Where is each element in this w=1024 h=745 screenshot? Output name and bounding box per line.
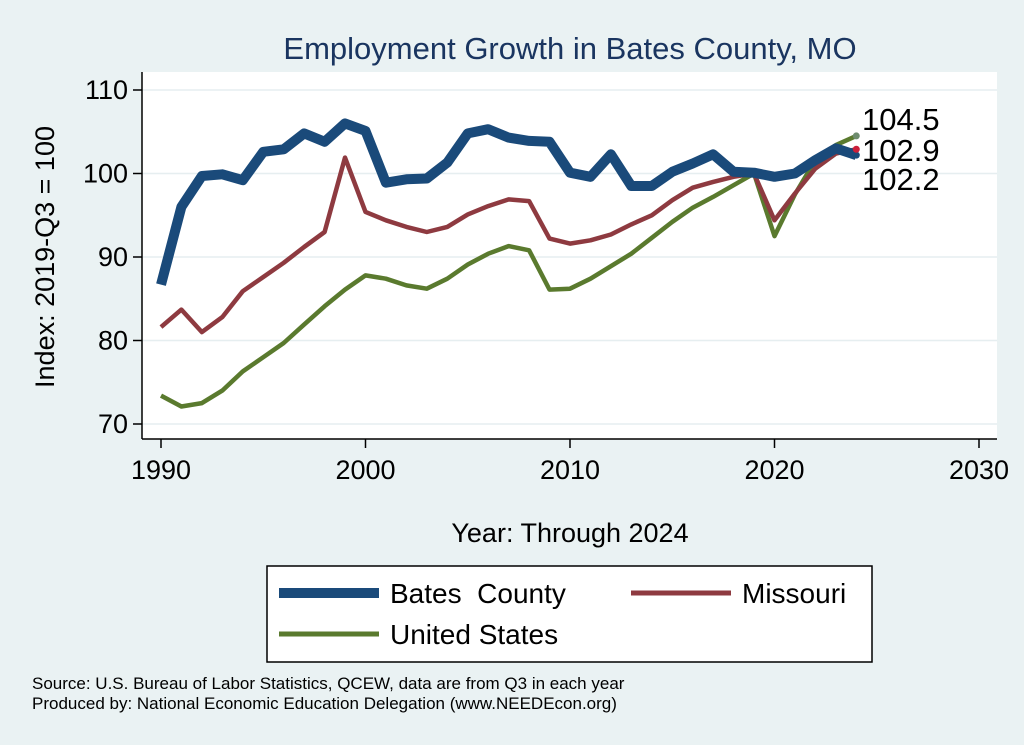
legend-label-bates-county: Bates County xyxy=(390,578,566,609)
end-label-bates-county: 102.2 xyxy=(862,162,940,197)
source-line-2: Produced by: National Economic Education… xyxy=(32,694,617,713)
x-tick-label-2030: 2030 xyxy=(949,455,1009,485)
end-label-united-states: 104.5 xyxy=(862,102,940,137)
y-tick-label-110: 110 xyxy=(85,75,128,105)
legend: Bates County Missouri United States xyxy=(266,565,873,663)
series-end-markers xyxy=(852,132,860,159)
end-marker-missouri xyxy=(852,145,860,153)
end-marker-bates-county xyxy=(852,151,860,159)
series-line-united-states xyxy=(159,133,858,409)
legend-label-united-states: United States xyxy=(390,619,558,650)
series-line-bates-county xyxy=(156,118,858,286)
chart-title: Employment Growth in Bates County, MO xyxy=(283,31,856,66)
y-tick-label-90: 90 xyxy=(98,242,128,272)
source-line-1: Source: U.S. Bureau of Labor Statistics,… xyxy=(32,674,625,693)
y-axis-ticks: 70 80 90 100 110 xyxy=(83,75,142,439)
y-axis-title: Index: 2019-Q3 = 100 xyxy=(30,126,60,388)
end-marker-united-states xyxy=(852,132,860,140)
x-axis-ticks: 1990 2000 2010 2020 2030 xyxy=(131,439,1009,485)
x-tick-label-1990: 1990 xyxy=(131,455,191,485)
x-tick-label-2010: 2010 xyxy=(540,455,600,485)
legend-label-missouri: Missouri xyxy=(742,578,846,609)
y-tick-label-100: 100 xyxy=(83,159,128,189)
end-label-missouri: 102.9 xyxy=(862,133,940,168)
x-tick-label-2000: 2000 xyxy=(335,455,395,485)
y-tick-label-80: 80 xyxy=(98,326,128,356)
series-lines xyxy=(156,118,858,409)
x-axis-title: Year: Through 2024 xyxy=(451,518,688,548)
x-tick-label-2020: 2020 xyxy=(744,455,804,485)
y-tick-label-70: 70 xyxy=(98,409,128,439)
legend-box xyxy=(266,565,873,663)
